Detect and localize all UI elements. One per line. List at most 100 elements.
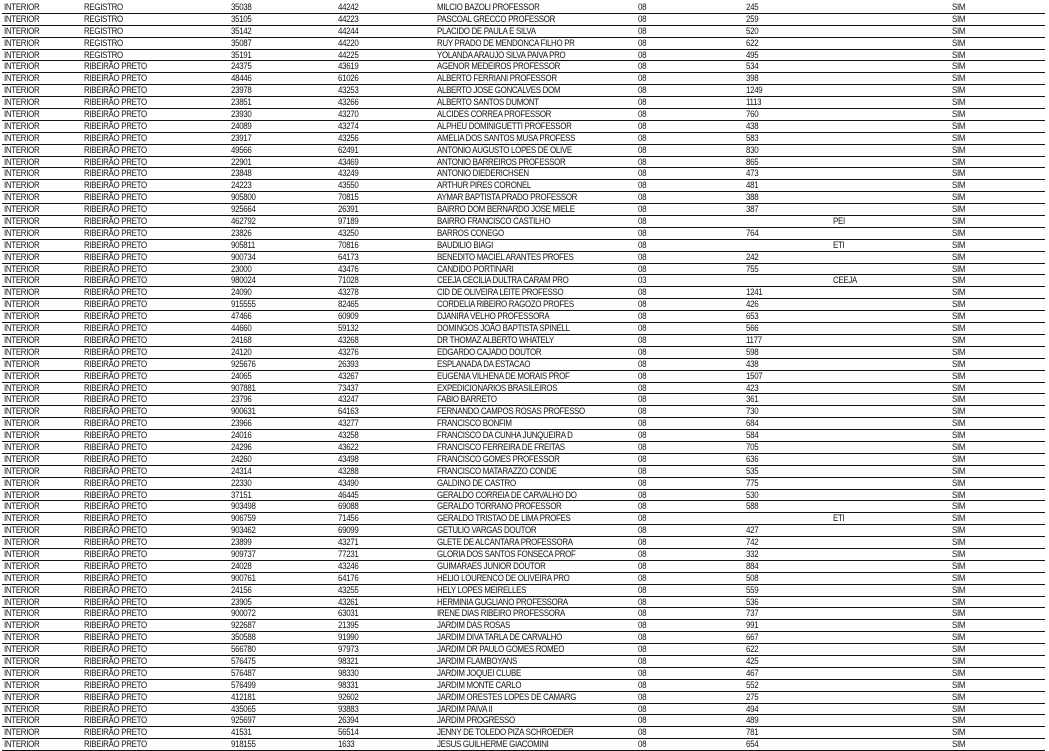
unit-code-cell: 43270 (338, 109, 359, 120)
school-name-cell: EXPEDICIONARIOS BRASILEIROS (437, 382, 558, 393)
school-code-cell: 37151 (231, 489, 252, 500)
city-cell: RIBEIRÃO PRETO (84, 453, 147, 464)
school-code-cell: 24168 (231, 334, 252, 345)
students-cell: 884 (746, 560, 759, 571)
grade-cell: 08 (638, 299, 647, 310)
school-code-cell: 980024 (231, 275, 256, 286)
school-code-cell: 41531 (231, 727, 252, 738)
city-cell: RIBEIRÃO PRETO (84, 691, 147, 702)
table-row: INTERIOR RIBEIRÃO PRETO 22901 43469 ANTONIO … (2, 157, 1045, 169)
students-cell: 667 (746, 632, 759, 643)
school-name-cell: JARDIM DAS ROSAS (437, 620, 510, 631)
status-cell: SIM (952, 394, 966, 405)
status-cell: SIM (952, 263, 966, 274)
status-cell: SIM (952, 192, 966, 203)
status-cell: SIM (952, 216, 966, 227)
students-cell: 426 (746, 299, 759, 310)
school-name-cell: IRENE DIAS RIBEIRO PROFESSORA (437, 608, 565, 619)
unit-code-cell: 43498 (338, 453, 359, 464)
unit-code-cell: 98331 (338, 679, 359, 690)
unit-code-cell: 64173 (338, 251, 359, 262)
program-type-cell: ETI (833, 239, 845, 250)
table-row: INTERIOR RIBEIRÃO PRETO 24016 43258 FRANCISC… (2, 430, 1045, 442)
students-cell: 473 (746, 168, 759, 179)
school-name-cell: CEEJA CECILIA DULTRA CARAM PRO (437, 275, 569, 286)
unit-code-cell: 92602 (338, 691, 359, 702)
grade-cell: 08 (638, 727, 647, 738)
city-cell: RIBEIRÃO PRETO (84, 572, 147, 583)
table-row: INTERIOR RIBEIRÃO PRETO 566780 97973 JARDIM … (2, 644, 1045, 656)
grade-cell: 08 (638, 382, 647, 393)
status-cell: SIM (952, 287, 966, 298)
students-cell: 559 (746, 584, 759, 595)
grade-cell: 08 (638, 418, 647, 429)
table-row: INTERIOR RIBEIRÃO PRETO 435065 93883 JARDIM … (2, 704, 1045, 716)
grade-cell: 08 (638, 632, 647, 643)
status-cell: SIM (952, 453, 966, 464)
school-code-cell: 44660 (231, 323, 252, 334)
school-name-cell: HERMINIA GUGLIANO PROFESSORA (437, 596, 568, 607)
region-cell: INTERIOR (4, 358, 40, 369)
students-cell: 534 (746, 61, 759, 72)
grade-cell: 08 (638, 465, 647, 476)
students-cell: 1249 (746, 85, 763, 96)
region-cell: INTERIOR (4, 2, 40, 12)
school-name-cell: JARDIM MONTE CARLO (437, 679, 522, 690)
table-row: INTERIOR RIBEIRÃO PRETO 412181 92602 JARDIM … (2, 692, 1045, 704)
city-cell: RIBEIRÃO PRETO (84, 156, 147, 167)
school-name-cell: JARDIM PROGRESSO (437, 715, 515, 726)
table-row: INTERIOR RIBEIRÃO PRETO 907881 73437 EXPEDIC… (2, 383, 1045, 395)
unit-code-cell: 44225 (338, 49, 359, 60)
status-cell: SIM (952, 739, 966, 750)
school-code-cell: 900734 (231, 251, 256, 262)
students-cell: 1177 (746, 334, 762, 345)
status-cell: SIM (952, 644, 966, 655)
table-row: INTERIOR RIBEIRÃO PRETO 24156 43255 HELY LOP… (2, 585, 1045, 597)
unit-code-cell: 43247 (338, 394, 359, 405)
school-code-cell: 576487 (231, 667, 256, 678)
school-name-cell: ANTONIO DIEDERICHSEN (437, 168, 529, 179)
grade-cell: 08 (638, 394, 647, 405)
students-cell: 781 (746, 727, 759, 738)
unit-code-cell: 43261 (338, 596, 359, 607)
region-cell: INTERIOR (4, 441, 40, 452)
school-code-cell: 22330 (231, 477, 252, 488)
region-cell: INTERIOR (4, 382, 40, 393)
school-name-cell: PASCOAL GRECCO PROFESSOR (437, 13, 556, 24)
school-code-cell: 22901 (231, 156, 252, 167)
grade-cell: 08 (638, 216, 647, 227)
school-name-cell: BAUDILIO BIAGI (437, 239, 493, 250)
table-row: INTERIOR RIBEIRÃO PRETO 900631 64163 FERNAND… (2, 406, 1045, 419)
grade-cell: 08 (638, 406, 647, 417)
school-code-cell: 906759 (231, 513, 256, 524)
grade-cell: 08 (638, 85, 647, 96)
grade-cell: 08 (638, 204, 647, 215)
city-cell: RIBEIRÃO PRETO (84, 97, 147, 108)
status-cell: SIM (952, 715, 966, 726)
status-cell: SIM (952, 37, 966, 48)
status-cell: SIM (952, 441, 966, 452)
unit-code-cell: 43267 (338, 370, 359, 381)
students-cell: 737 (746, 608, 759, 619)
grade-cell: 08 (638, 620, 647, 631)
school-name-cell: ESPLANADA DA ESTACAO (437, 358, 531, 369)
unit-code-cell: 43249 (338, 168, 359, 179)
school-code-cell: 462792 (231, 216, 256, 227)
status-cell: SIM (952, 418, 966, 429)
students-cell: 489 (746, 715, 759, 726)
city-cell: REGISTRO (84, 37, 123, 48)
city-cell: RIBEIRÃO PRETO (84, 537, 147, 548)
students-cell: 865 (746, 156, 759, 167)
city-cell: RIBEIRÃO PRETO (84, 323, 147, 334)
students-cell: 598 (746, 346, 759, 357)
region-cell: INTERIOR (4, 644, 40, 655)
status-cell: SIM (952, 632, 966, 643)
region-cell: INTERIOR (4, 73, 40, 84)
region-cell: INTERIOR (4, 632, 40, 643)
school-code-cell: 576475 (231, 655, 256, 666)
region-cell: INTERIOR (4, 465, 40, 476)
students-cell: 536 (746, 596, 759, 607)
school-name-cell: JARDIM FLAMBOYANS (437, 655, 517, 666)
table-row: INTERIOR RIBEIRÃO PRETO 906759 71456 GERALDO… (2, 513, 1045, 526)
region-cell: INTERIOR (4, 727, 40, 738)
